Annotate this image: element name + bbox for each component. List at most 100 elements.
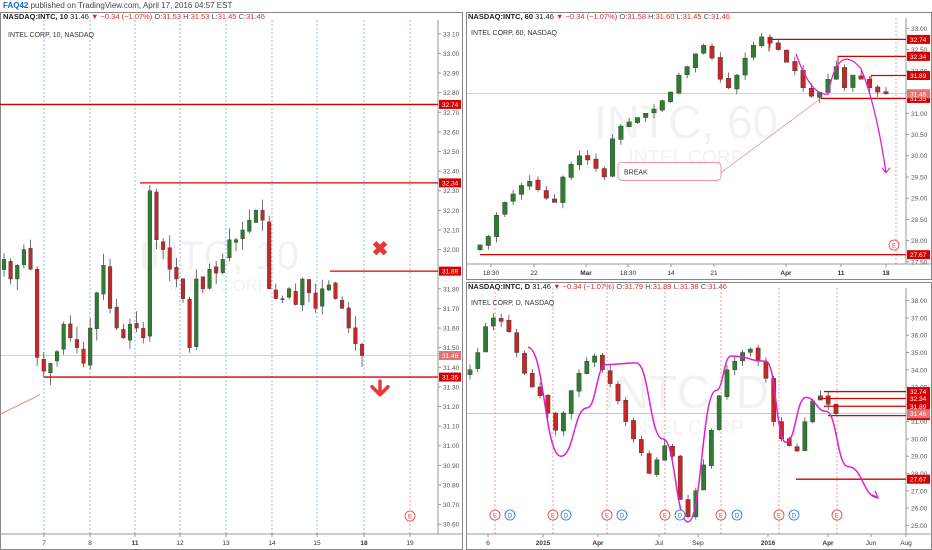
candle-body (320, 288, 325, 307)
change-value: −0.34 (−1.07%) (100, 12, 153, 21)
price-tick-label: 31.10 (443, 424, 460, 431)
candle-body (732, 360, 738, 370)
candle-body (108, 266, 113, 309)
down-arrow-icon: ▼ (90, 12, 99, 21)
time-tick-label: 8 (88, 540, 92, 547)
candle-body (767, 36, 773, 44)
earnings-event-label: E (551, 514, 555, 520)
watermark-name: INTEL CORP (169, 276, 269, 295)
level-price-box (907, 474, 930, 484)
candle-body (187, 299, 192, 348)
time-tick-label: 18:30 (483, 270, 500, 277)
symbol-label: NASDAQ:INTC, D (468, 282, 531, 291)
candle-body (808, 88, 814, 97)
price-value: 31.46 (532, 282, 551, 291)
dividend-event-marker (616, 509, 628, 521)
level-price-label: 32.74 (910, 37, 927, 44)
open-value: 31.53 (162, 12, 182, 21)
candle-body (287, 288, 292, 298)
earnings-event-label: E (408, 515, 412, 521)
ohlc-header: NASDAQ:INTC, 10 31.46 ▼ −0.34 (−1.07%) O… (3, 12, 265, 21)
earnings-event-label: E (663, 514, 667, 520)
price-tick-label: 37.00 (911, 315, 928, 322)
candle-body (15, 265, 20, 280)
time-tick-label: 15 (313, 540, 321, 547)
earnings-event-marker (659, 509, 671, 521)
candle-body (220, 259, 225, 273)
level-price-box (439, 178, 461, 188)
candle-body (638, 439, 644, 453)
price-tick-label: 28.00 (911, 238, 928, 245)
candle-body (267, 221, 272, 290)
candle-body (21, 249, 26, 266)
candle-body (858, 75, 864, 80)
chart-panel-10min[interactable]: INTC, 10 INTEL CORP 33.10 33.00 32.90 32.80 32… (0, 12, 463, 550)
candle-body (802, 421, 808, 451)
candle-body (154, 191, 159, 240)
earnings-event-marker (601, 509, 613, 521)
candle-body (677, 455, 683, 500)
candle-body (615, 383, 621, 402)
author-link[interactable]: FAQ42 (3, 1, 29, 10)
price-tick-label: 32.50 (443, 149, 460, 156)
candle-body (654, 459, 660, 475)
candle-body (180, 278, 186, 299)
candle-body (141, 328, 146, 339)
candle-body (359, 343, 365, 356)
level-price-box (907, 393, 930, 403)
price-tick-label: 32.80 (443, 90, 460, 97)
time-tick-label: 6 (486, 540, 490, 547)
candle-body (280, 298, 285, 300)
candle-body (1, 259, 7, 270)
candle-body (8, 261, 13, 280)
candle-body (779, 421, 784, 440)
candle-body (68, 323, 73, 339)
price-tick-label: 32.60 (443, 129, 460, 136)
earnings-event-marker (888, 239, 900, 251)
dividend-event-label: D (735, 514, 740, 520)
candle-body (161, 241, 166, 250)
time-tick-label: 12 (176, 540, 184, 547)
candle-body (227, 239, 232, 259)
candle-body (491, 317, 496, 327)
level-price-label: 31.89 (442, 269, 459, 276)
dividend-event-label: D (564, 514, 569, 520)
dividend-event-label: D (678, 514, 683, 520)
level-price-box (907, 401, 930, 411)
candle-body (114, 306, 119, 329)
price-tick-label: 30.50 (911, 132, 928, 139)
price-tick-label: 30.00 (911, 436, 928, 443)
projection-arrowhead (881, 167, 891, 174)
candle-body (174, 267, 179, 280)
series-sublabel: INTEL CORP, 10, NASDAQ (8, 32, 94, 39)
candle-body (527, 181, 533, 187)
candle-body (498, 318, 504, 322)
close-value: 31.46 (708, 282, 727, 291)
price-tick-label: 38.00 (911, 298, 928, 305)
candle-body (247, 219, 252, 232)
candle-body (643, 113, 649, 118)
candle-body (545, 394, 551, 414)
chart-panel-daily[interactable]: INTC, D INTEL CORP 38.00 37.00 36.00 35.00 34.… (466, 282, 932, 550)
candle-body (200, 276, 205, 290)
last-price-box (907, 89, 930, 99)
candle-body (35, 268, 40, 358)
earnings-event-label: E (719, 514, 723, 520)
earnings-event-marker (715, 509, 727, 521)
candle-body (61, 323, 66, 350)
level-price-label: 31.35 (442, 375, 459, 382)
candle-body (701, 464, 706, 491)
candle-body (28, 247, 33, 270)
wave-arrowhead (871, 490, 880, 500)
candle-body (623, 399, 629, 422)
candle-body (467, 369, 473, 375)
candle-body (194, 278, 199, 347)
candle-body (833, 403, 839, 414)
candle-body (734, 74, 740, 90)
time-tick-label: 11 (838, 270, 845, 277)
candle-body (101, 265, 106, 295)
